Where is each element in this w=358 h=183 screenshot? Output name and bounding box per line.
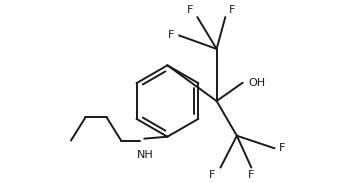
Text: F: F — [187, 5, 193, 15]
Text: F: F — [248, 169, 255, 180]
Text: F: F — [279, 143, 286, 153]
Text: NH: NH — [137, 150, 154, 160]
Text: F: F — [229, 5, 236, 15]
Text: F: F — [209, 169, 216, 180]
Text: F: F — [168, 30, 174, 40]
Text: OH: OH — [248, 78, 266, 88]
